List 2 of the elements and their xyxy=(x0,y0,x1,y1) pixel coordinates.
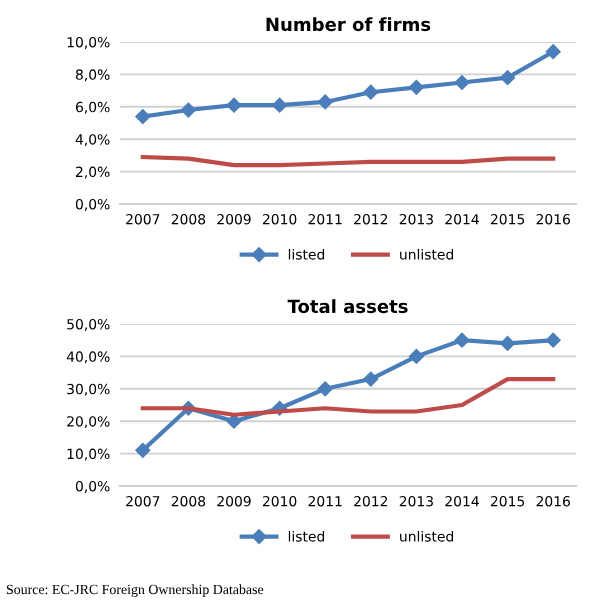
chart-title: Number of firms xyxy=(266,17,431,32)
chart-title: Total assets xyxy=(287,299,408,314)
